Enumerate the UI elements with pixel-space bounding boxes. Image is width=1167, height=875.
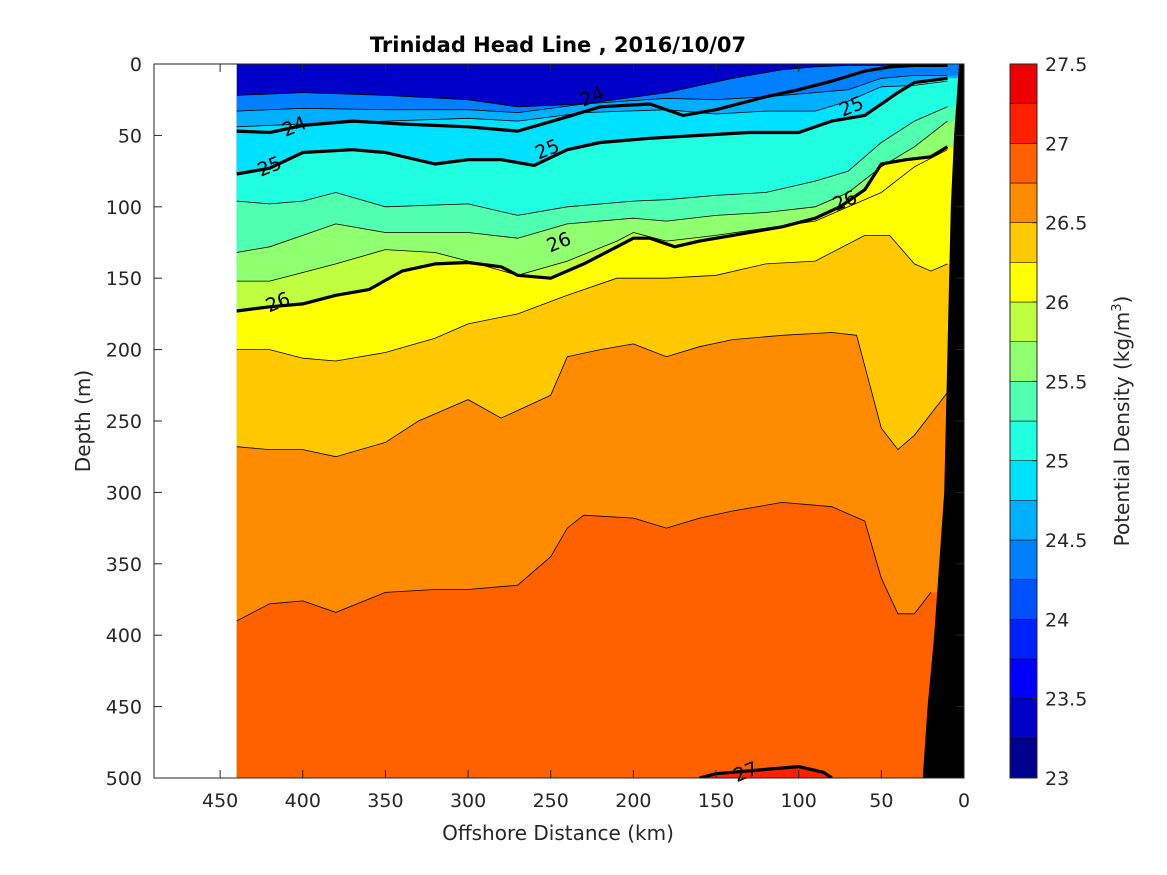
x-axis: 450 400 350 300 250 200 150 100 50 0	[202, 64, 970, 812]
y-tick-label: 350	[106, 554, 142, 576]
colorbar-tick-label: 23	[1045, 768, 1069, 790]
y-axis-label: Depth (m)	[71, 370, 95, 472]
contour-bold-25	[236, 76, 948, 176]
colorbar: 23 23.5 24 24.5 25 25.5 26 26.5 27 27.5 Potential…	[1009, 54, 1134, 790]
colorbar-band	[1009, 500, 1038, 541]
contour-line-25-5	[236, 120, 948, 253]
y-tick-label: 500	[106, 768, 142, 790]
colorbar-band	[1009, 103, 1038, 144]
colorbar-band	[1009, 420, 1038, 461]
colorbar-band	[1009, 341, 1038, 382]
y-tick-label: 100	[106, 197, 142, 219]
y-tick-label: 200	[106, 340, 142, 362]
contour-line-24-25	[236, 64, 948, 108]
colorbar-tick-label: 27	[1045, 133, 1069, 155]
y-tick-label: 0	[130, 54, 142, 76]
contour-line-26-5	[236, 332, 948, 458]
y-tick-label: 50	[118, 125, 142, 147]
y-axis: 0 50 100 150 200 250 300 350 400 450 500	[106, 54, 964, 790]
seafloor-shape	[922, 64, 964, 778]
colorbar-band	[1009, 539, 1038, 580]
colorbar-tick-label: 25.5	[1045, 371, 1087, 393]
density-band-26-75	[236, 502, 964, 778]
contour-line-26-75	[236, 501, 932, 622]
colorbar-ticks: 23 23.5 24 24.5 25 25.5 26 26.5 27 27.5	[1032, 54, 1087, 790]
colorbar-band	[1009, 579, 1038, 620]
colorbar-bands	[1009, 63, 1038, 779]
colorbar-band	[1009, 63, 1038, 104]
colorbar-band	[1009, 143, 1038, 184]
colorbar-label: Potential Density (kg/m3)	[1110, 296, 1134, 547]
contour-bold-24	[236, 64, 948, 135]
density-band-27	[699, 766, 882, 778]
colorbar-label-suffix: )	[1110, 296, 1134, 304]
contour-line-24-75	[236, 80, 948, 128]
y-tick-label: 150	[106, 268, 142, 290]
highlighted-contour-layer	[236, 64, 949, 778]
x-tick-label: 400	[285, 790, 321, 812]
x-tick-label: 450	[202, 790, 238, 812]
colorbar-tick-label: 26	[1045, 292, 1069, 314]
colorbar-band	[1009, 381, 1038, 422]
bathymetry-layer	[922, 64, 964, 778]
contour-line-25-25	[236, 106, 948, 216]
colorbar-tick-label: 24.5	[1045, 530, 1087, 552]
y-tick-label: 300	[106, 482, 142, 504]
x-axis-label: Offshore Distance (km)	[442, 821, 674, 845]
colorbar-band	[1009, 460, 1038, 501]
contour-bold-26	[236, 145, 949, 313]
contour-line-24-5	[236, 75, 948, 114]
colorbar-tick-label: 24	[1045, 609, 1069, 631]
colorbar-label-main: Potential Density (kg/m	[1110, 312, 1134, 547]
colorbar-tick-label: 27.5	[1045, 54, 1087, 76]
contour-line-26-25	[236, 234, 948, 362]
x-tick-label: 150	[698, 790, 734, 812]
colorbar-band	[1009, 182, 1038, 223]
contour-line-25-75	[236, 149, 948, 282]
colorbar-band	[1009, 619, 1038, 660]
chart-title: Trinidad Head Line , 2016/10/07	[370, 33, 746, 57]
colorbar-band	[1009, 222, 1038, 263]
y-tick-label: 400	[106, 625, 142, 647]
colorbar-frame	[1009, 63, 1038, 779]
x-tick-label: 350	[367, 790, 403, 812]
colorbar-tick-label: 23.5	[1045, 689, 1087, 711]
colorbar-band	[1009, 698, 1038, 739]
colorbar-band	[1009, 301, 1038, 342]
x-tick-label: 300	[450, 790, 486, 812]
colorbar-label-exponent: 3	[1110, 303, 1125, 311]
colorbar-band	[1009, 738, 1038, 779]
x-tick-label: 200	[615, 790, 651, 812]
y-tick-label: 250	[106, 411, 142, 433]
x-tick-label: 50	[869, 790, 893, 812]
x-tick-label: 0	[958, 790, 970, 812]
colorbar-band	[1009, 658, 1038, 699]
y-tick-label: 450	[106, 697, 142, 719]
density-fill-layer	[236, 64, 964, 778]
x-tick-label: 100	[781, 790, 817, 812]
x-tick-label: 250	[533, 790, 569, 812]
colorbar-tick-label: 26.5	[1045, 213, 1087, 235]
colorbar-tick-label: 25	[1045, 451, 1069, 473]
colorbar-band	[1009, 262, 1038, 303]
contour-line-layer	[236, 64, 948, 622]
